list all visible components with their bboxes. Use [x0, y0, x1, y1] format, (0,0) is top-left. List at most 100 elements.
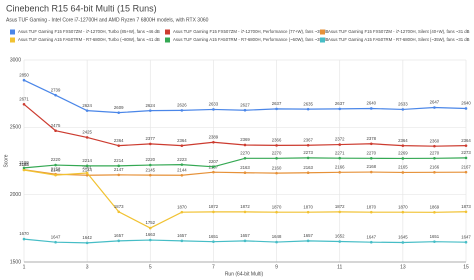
- data-label: 2144: [177, 167, 187, 172]
- data-point: [54, 173, 57, 177]
- series-line: [23, 79, 467, 114]
- data-label: 1657: [114, 233, 124, 238]
- data-point: [243, 108, 247, 112]
- data-label: 1657: [240, 233, 250, 238]
- data-label: 2152: [51, 166, 61, 171]
- data-point: [433, 106, 436, 109]
- data-point: [306, 239, 310, 243]
- data-label: 2640: [461, 101, 471, 106]
- data-point: [275, 210, 278, 214]
- data-label: 1647: [367, 234, 377, 239]
- data-point: [54, 163, 57, 167]
- data-point: [243, 239, 247, 243]
- data-point: [85, 241, 89, 245]
- data-point: [54, 240, 57, 244]
- y-tick-label: 2000: [10, 192, 21, 198]
- legend-label: Asus TUF Gaming A15 FA507RM - R7-6800H, …: [328, 37, 470, 42]
- legend-label: Asus TUF Gaming F15 FX507ZM - i7-12700H,…: [328, 29, 470, 34]
- data-label: 2364: [398, 138, 408, 143]
- data-label: 2633: [209, 102, 219, 107]
- legend-swatch: [165, 37, 170, 43]
- data-label: 1870: [398, 204, 408, 209]
- data-label: 1870: [177, 204, 187, 209]
- data-point: [117, 173, 121, 177]
- legend-label: Asus TUF Gaming A15 FA507RM - R7-6800H, …: [173, 37, 329, 42]
- data-point: [338, 171, 342, 174]
- chart-subtitle: Asus TUF Gaming - Intel Core i7-12700H a…: [6, 17, 209, 23]
- legend-label: Asus TUF Gaming F15 FX507ZM - i7-12700H,…: [18, 29, 160, 34]
- data-point: [433, 144, 436, 148]
- data-label: 2168: [367, 164, 377, 169]
- data-point: [148, 109, 152, 112]
- data-label: 1652: [335, 234, 345, 239]
- data-point: [212, 240, 215, 243]
- y-tick-label: 3000: [10, 57, 21, 63]
- data-point: [369, 157, 373, 160]
- data-point: [85, 136, 89, 139]
- data-label: 1870: [272, 204, 282, 209]
- data-point: [54, 129, 57, 132]
- data-label: 2609: [114, 105, 124, 110]
- data-point: [212, 170, 215, 174]
- data-label: 2144: [82, 167, 92, 172]
- data-label: 2364: [177, 138, 187, 143]
- x-tick-label: 1: [23, 264, 26, 270]
- data-label: 2739: [51, 87, 61, 92]
- data-point: [212, 210, 215, 214]
- data-point: [306, 143, 310, 147]
- data-point: [464, 107, 468, 110]
- data-point: [464, 144, 468, 147]
- data-label: 2270: [240, 150, 250, 155]
- data-point: [117, 210, 121, 214]
- data-point: [243, 157, 247, 160]
- data-label: 1870: [367, 204, 377, 209]
- data-point: [117, 164, 121, 168]
- x-tick-label: 15: [463, 264, 469, 270]
- data-point: [148, 238, 152, 242]
- data-label: 1642: [82, 235, 92, 240]
- data-point: [338, 156, 342, 160]
- data-label: 2207: [209, 159, 219, 164]
- data-label: 1752: [146, 220, 156, 225]
- data-label: 1869: [430, 204, 440, 209]
- data-label: 2389: [209, 134, 219, 139]
- data-label: 1645: [398, 235, 408, 240]
- data-point: [54, 93, 57, 97]
- data-label: 2167: [461, 164, 471, 169]
- x-tick-label: 3: [86, 264, 89, 270]
- data-point: [401, 144, 405, 147]
- data-label: 2163: [240, 165, 250, 170]
- data-label: 2273: [303, 150, 313, 155]
- chart-title: Cinebench R15 64-bit Multi (15 Runs): [6, 3, 157, 13]
- y-tick-label: 1500: [10, 259, 21, 265]
- data-point: [148, 173, 152, 177]
- legend-swatch: [10, 37, 15, 43]
- data-label: 2671: [19, 96, 29, 101]
- data-label: 1663: [146, 232, 156, 237]
- data-point: [338, 107, 342, 111]
- data-label: 2185: [19, 162, 29, 167]
- legend-swatch: [320, 37, 325, 43]
- data-label: 2377: [146, 136, 156, 141]
- data-label: 1670: [19, 231, 29, 236]
- data-label: 2475: [51, 123, 61, 128]
- data-label: 2624: [82, 103, 92, 108]
- data-label: 2166: [335, 164, 345, 169]
- data-point: [369, 240, 373, 244]
- data-point: [369, 107, 373, 110]
- data-label: 2270: [272, 150, 282, 155]
- data-label: 2425: [82, 130, 92, 135]
- data-label: 2637: [335, 101, 345, 106]
- data-point: [180, 210, 184, 214]
- data-point: [180, 173, 184, 177]
- data-point: [433, 211, 436, 214]
- data-label: 1651: [209, 234, 219, 239]
- data-label: 2270: [430, 150, 440, 155]
- data-point: [243, 210, 247, 214]
- data-point: [401, 210, 405, 214]
- data-label: 1872: [335, 204, 345, 209]
- data-point: [338, 210, 342, 214]
- data-label: 2160: [272, 165, 282, 170]
- data-point: [22, 237, 26, 241]
